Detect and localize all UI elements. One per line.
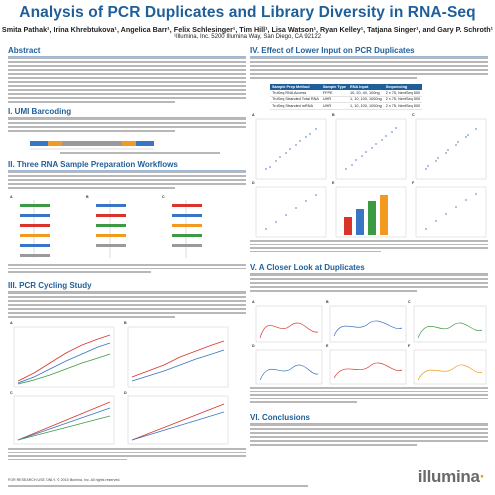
panel-label-c3: C [412,113,415,117]
workflows-text [8,171,246,191]
abstract-heading: Abstract [8,46,246,57]
workflow-caption [8,264,246,275]
pcr-cycle-chart-a [13,326,115,388]
table-cell: 2 x 75, NextSeq 500 [383,96,423,104]
sample-table: Sample Prep Method Sample Type RNA Input… [270,84,423,110]
table-row: TruSeq RNA Access FFPE 10, 20, 40, 100ng… [270,90,423,97]
pcr-heading: III. PCR Cycling Study [8,281,246,292]
pcr-cycle-chart-b [127,326,229,388]
table-header: Sample Type [320,84,349,90]
table-header: Sample Prep Method [270,84,321,90]
panel-label-b: B [86,195,89,199]
author-list: Smita Pathak¹, Irina Khrebtukova¹, Angel… [1,25,494,34]
table-cell: 1, 10, 100, 1000ng [348,96,384,104]
panel-label-b3: B [332,113,335,117]
logo-text: illumina [417,467,480,486]
umi-caption [60,152,220,156]
conclusions-heading: VI. Conclusions [250,413,488,424]
workflow-diagrams [20,200,202,258]
table-cell: UHR [320,102,349,110]
umi-heading: I. UMI Barcoding [8,107,246,118]
panel-label-c4: C [408,300,411,304]
table-cell: 1, 10, 100, 1000ng [348,102,384,110]
table-header: RNA Input [348,84,384,90]
pcr-text [8,292,246,320]
panel-label-b4: B [326,300,329,304]
closer-look-heading: V. A Closer Look at Duplicates [250,263,488,274]
panel-label-a2: A [10,321,13,325]
panel-label-c: C [162,195,165,199]
duplicates-chart-row2 [255,349,487,385]
panel-label-b2: B [124,321,127,325]
panel-label-a4: A [252,300,255,304]
table-cell: TruSeq RNA Access [270,90,321,97]
umi-diagram [30,141,154,150]
panel-label-f4: F [408,344,411,348]
table-cell: 2 x 75, NextSeq 500 [383,102,423,110]
panel-label-d2: D [124,391,127,395]
panel-label-a3: A [252,113,255,117]
panel-label-e3: E [332,181,335,185]
table-header: Sequencing [383,84,423,90]
panel-label-d4: D [252,344,255,348]
pcr-cycle-chart-d [127,395,229,445]
abstract-text [8,57,246,105]
table-header-row: Sample Prep Method Sample Type RNA Input… [270,84,423,90]
footer-lines [8,485,308,489]
table-cell: 2 x 75, NextSeq 500 [383,90,423,97]
lower-input-heading: IV. Effect of Lower Input on PCR Duplica… [250,46,488,57]
conclusions-text [250,424,488,448]
table-cell: TruSeq Stranded Total RNA [270,96,321,104]
illumina-logo: illumina· [417,467,486,487]
table-cell: 10, 20, 40, 100ng [348,90,384,97]
table-row: TruSeq Stranded mRNA UHR 1, 10, 100, 100… [270,102,423,110]
panel-label-a: A [10,195,13,199]
pcr-caption [8,448,246,462]
table-cell: UHR [320,96,349,104]
lower-input-charts-row2 [255,186,487,238]
panel-label-c2: C [10,391,13,395]
panel-label-d3: D [252,181,255,185]
lower-input-caption [250,240,488,254]
panel-label-f3: F [412,181,415,185]
poster-title: Analysis of PCR Duplicates and Library D… [19,4,476,21]
workflows-heading: II. Three RNA Sample Preparation Workflo… [8,160,246,171]
logo-mark: · [479,467,486,486]
umi-text [8,118,246,134]
closer-look-text [250,274,488,294]
affiliation: ¹Illumina, Inc. 5200 Illumina Way, San D… [173,34,322,40]
lower-input-scatter-row1 [255,118,487,180]
table-row: TruSeq Stranded Total RNA UHR 1, 10, 100… [270,96,423,104]
duplicates-chart-row1 [255,305,487,343]
panel-label-e4: E [326,344,329,348]
duplicates-caption [250,387,488,405]
table-cell: TruSeq Stranded mRNA [270,102,321,110]
table-cell: FFPE [320,90,349,97]
pcr-cycle-chart-c [13,395,115,445]
lower-input-text [250,57,488,81]
footer-note: FOR RESEARCH USE ONLY. © 2015 Illumina, … [8,478,121,482]
